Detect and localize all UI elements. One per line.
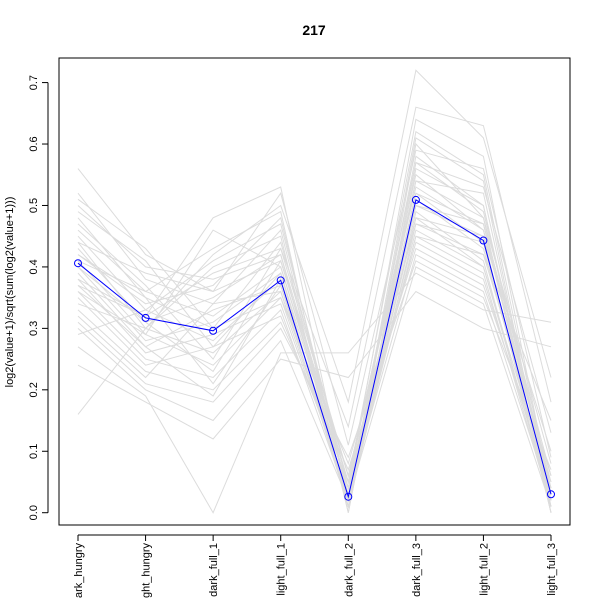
highlight-point-light_full_2: [479, 236, 488, 245]
background-series-line-33: [77, 180, 552, 478]
x-tick-label-light_full_2: light_full_2: [478, 543, 490, 596]
highlight-point-dark_hungry: [74, 259, 82, 268]
background-series-line-10: [77, 198, 552, 495]
y-tick-label: 0.5: [28, 198, 40, 213]
background-series-line-25: [77, 106, 552, 429]
background-series-line-28: [77, 137, 552, 507]
highlight-point-light_full_1: [276, 276, 285, 285]
y-tick-label: 0.0: [28, 505, 40, 520]
highlight-point-light_hungry: [141, 313, 150, 322]
highlight-point-dark_full_1: [209, 326, 218, 335]
background-series-line-21: [77, 118, 552, 495]
highlight-point-light_full_3: [547, 490, 555, 499]
x-tick-label-dark_full_2: dark_full_2: [343, 543, 355, 597]
highlight-series-line: [77, 199, 552, 499]
background-series-line-31: [77, 198, 552, 497]
background-series-line-32: [77, 192, 552, 490]
y-tick-label: 0.4: [28, 259, 40, 274]
y-tick-label: 0.7: [28, 75, 40, 90]
y-axis: 0.0 0.1 0.2 0.3 0.4 0.5 0.6 0.7: [28, 75, 49, 520]
background-series-line-20: [77, 266, 552, 507]
background-series-group: [77, 69, 552, 514]
background-series-line-15: [77, 241, 552, 495]
x-tick-label-light_hungry: ght_hungry: [141, 543, 153, 599]
plot-frame: [58, 57, 571, 526]
y-tick-label: 0.6: [28, 136, 40, 151]
x-tick-label-light_full_1: light_full_1: [276, 543, 288, 596]
background-series-line-22: [77, 272, 552, 514]
highlight-point-dark_full_3: [411, 195, 420, 204]
background-series-line-19: [77, 260, 552, 470]
y-tick-label: 0.2: [28, 382, 40, 397]
background-series-line-29: [77, 204, 552, 484]
x-tick-label-dark_full_1: dark_full_1: [208, 543, 220, 597]
x-axis: ark_hungry ght_hungry dark_full_1 light_ful…: [73, 534, 558, 599]
x-tick-label-light_full_3: light_full_3: [546, 543, 558, 596]
background-series-line-24: [77, 69, 552, 415]
background-series-line-8: [77, 180, 552, 501]
y-axis-label: log2(value+1)/sqrt(sum(log2(value+1))): [4, 197, 16, 388]
background-series-line-26: [77, 149, 552, 458]
background-series-line-0: [77, 130, 552, 495]
x-tick-label-dark_hungry: ark_hungry: [73, 543, 85, 599]
y-tick-label: 0.1: [28, 444, 40, 459]
x-tick-label-dark_full_3: dark_full_3: [411, 543, 423, 597]
background-series-line-27: [77, 161, 552, 513]
chart-title: 217: [302, 22, 326, 38]
y-tick-label: 0.3: [28, 321, 40, 336]
highlight-series-group: [74, 195, 555, 501]
highlight-point-dark_full_2: [344, 492, 353, 501]
